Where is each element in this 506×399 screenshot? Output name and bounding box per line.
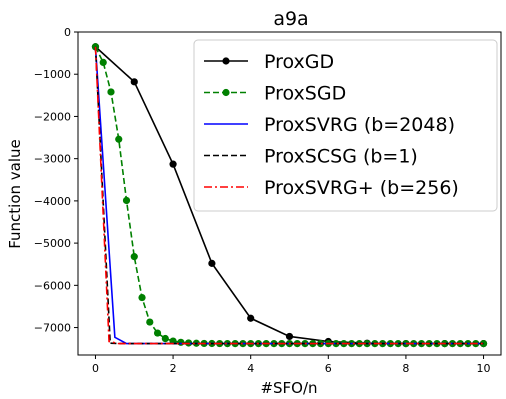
- x-tick-label: 2: [170, 362, 177, 375]
- series-0-point: [169, 160, 177, 168]
- series-1-point: [122, 196, 131, 205]
- x-axis-label: #SFO/n: [260, 379, 317, 397]
- plot-frame: [77, 31, 502, 356]
- legend-label-3: ProxSCSG (b=1): [264, 146, 418, 168]
- series-1-point: [153, 329, 162, 337]
- y-tick-label: −4000: [34, 195, 71, 208]
- y-axis-label: Function value: [6, 139, 24, 249]
- series-0-point: [247, 314, 255, 322]
- x-axis: 0 2 4 6 8 10: [92, 355, 491, 375]
- legend: ProxGD ProxSGD ProxSVRG (b=2048) ProxSCSG (…: [193, 39, 498, 212]
- y-axis: 0 −1000 −2000 −3000 −4000 −5000 −6000 −7000: [34, 26, 78, 335]
- y-tick-label: −5000: [34, 237, 71, 250]
- y-tick-label: −2000: [34, 110, 71, 123]
- series-1-point: [177, 338, 185, 346]
- y-tick-label: −1000: [34, 68, 71, 81]
- series-0-point: [208, 259, 216, 267]
- x-tick-label: 8: [402, 362, 409, 375]
- legend-marker-0: [222, 57, 230, 65]
- chart-title: a9a: [273, 8, 308, 30]
- series-1-point: [107, 88, 115, 96]
- x-tick-label: 0: [92, 362, 99, 375]
- x-tick-label: 6: [325, 362, 332, 375]
- y-tick-label: −7000: [34, 322, 71, 335]
- series-1-point: [138, 293, 146, 302]
- y-tick-label: −3000: [34, 153, 71, 166]
- series-1-point: [130, 253, 138, 261]
- legend-label-4: ProxSVRG+ (b=256): [264, 177, 459, 199]
- x-tick-label: 10: [477, 362, 491, 375]
- series-0-point: [285, 332, 294, 341]
- y-tick-label: −6000: [34, 279, 71, 292]
- series-line-4: [94, 46, 484, 345]
- plot-layer: [91, 43, 488, 348]
- y-tick-label: 0: [64, 26, 71, 39]
- legend-label-2: ProxSVRG (b=2048): [264, 114, 455, 136]
- series-1-point: [161, 334, 169, 343]
- series-0-point: [130, 78, 138, 86]
- legend-label-1: ProxSGD: [264, 83, 346, 105]
- legend-marker-1: [222, 88, 230, 97]
- x-tick-label: 4: [247, 362, 254, 375]
- series-1-point: [99, 58, 107, 66]
- series-1-point: [91, 43, 100, 51]
- legend-box: [193, 39, 498, 212]
- legend-label-0: ProxGD: [264, 51, 334, 73]
- series-1-point: [146, 318, 154, 326]
- series-1-point: [115, 135, 123, 143]
